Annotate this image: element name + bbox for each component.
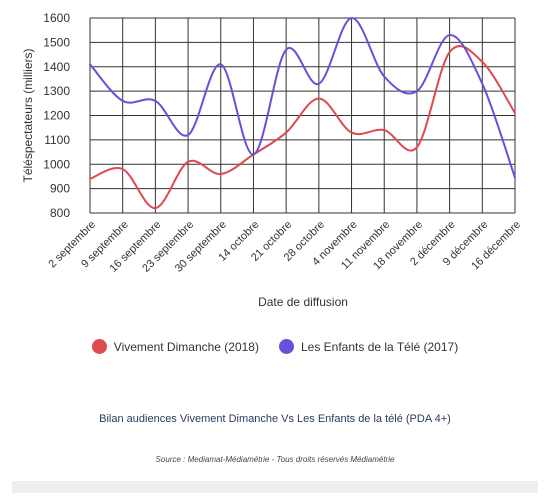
y-axis-title: Téléspectateurs (milliers) [21,48,35,182]
series-line-enfants-de-la-tele [89,17,516,179]
y-tick-label: 1500 [43,35,70,49]
legend-label-vivement-dimanche: Vivement Dimanche (2018) [113,339,259,354]
y-tick-label: 1300 [43,84,70,98]
legend-item-enfants-de-la-tele[interactable]: Les Enfants de la Télé (2017) [278,339,459,354]
y-tick-label: 1200 [43,109,70,123]
line-chart: 800 900 1000 1100 1200 1300 1400 1500 1600 2 sept… [21,11,523,309]
legend-label-enfants-de-la-tele: Les Enfants de la Télé (2017) [300,339,459,354]
footer-divider [12,481,538,493]
series-line-vivement-dimanche [89,45,516,210]
y-tick-label: 1000 [43,157,70,171]
y-tick-label: 900 [50,182,70,196]
y-tick-label: 1100 [44,133,70,147]
legend-item-vivement-dimanche[interactable]: Vivement Dimanche (2018) [91,339,259,354]
y-tick-label: 1600 [43,11,70,25]
y-tick-label: 1400 [43,60,70,74]
legend: Vivement Dimanche (2018) Les Enfants de … [0,339,550,354]
legend-marker-enfants-de-la-tele [278,339,294,354]
legend-marker-vivement-dimanche [91,339,107,354]
chart-caption: Bilan audiences Vivement Dimanche Vs Les… [99,413,451,425]
x-axis-title: Date de diffusion [258,295,348,309]
source-note: Source : Mediamat-Médiamétrie - Tous dro… [155,455,395,464]
y-tick-label: 800 [50,206,70,220]
